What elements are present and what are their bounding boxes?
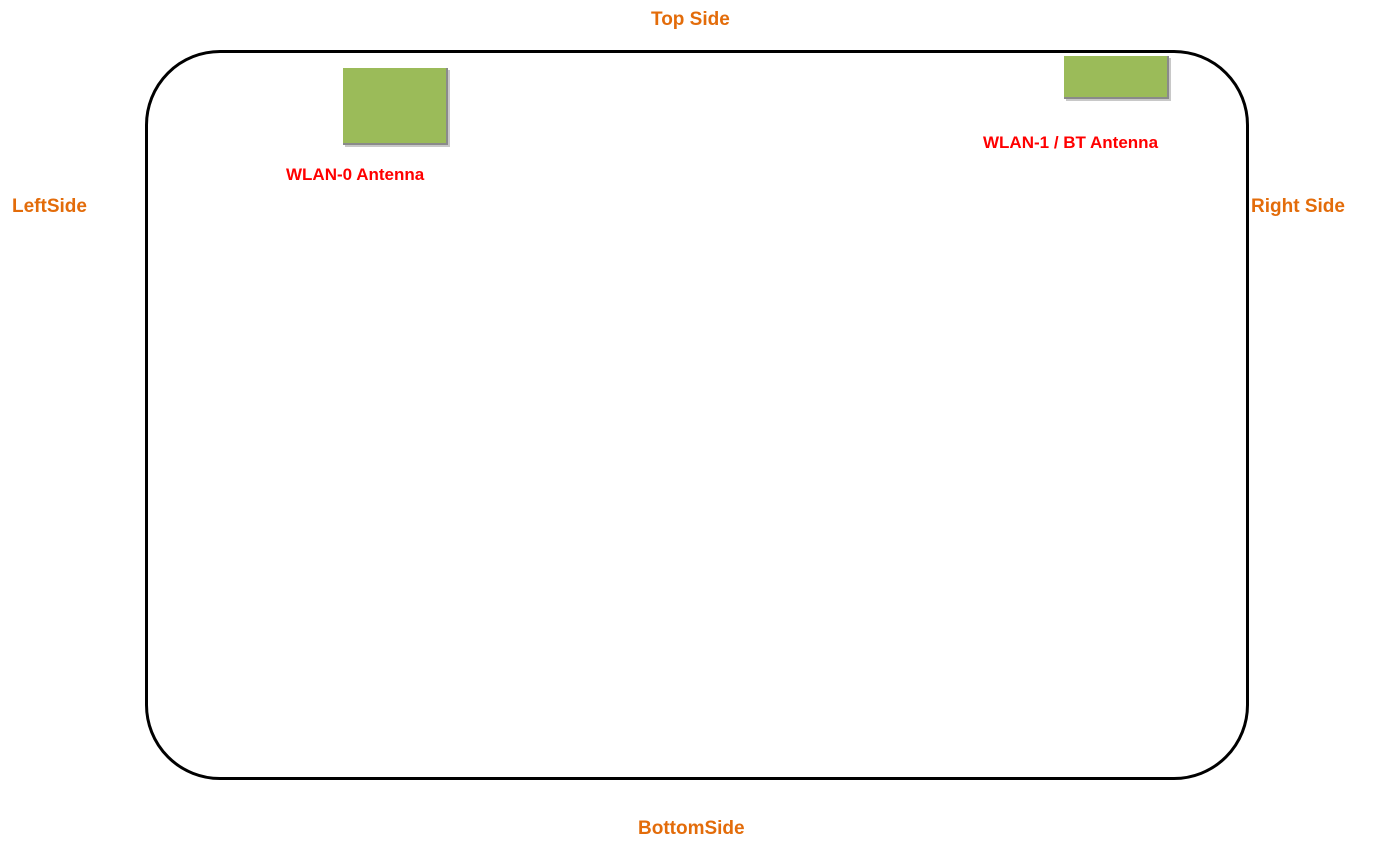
bottom-side-label: BottomSide <box>638 818 745 839</box>
top-side-label: Top Side <box>651 9 730 30</box>
device-outline <box>145 50 1249 780</box>
right-side-label: Right Side <box>1251 196 1345 217</box>
wlan1-bt-antenna-label: WLAN-1 / BT Antenna <box>983 133 1159 152</box>
wlan1-bt-antenna-block <box>1064 56 1169 99</box>
left-side-label: LeftSide <box>12 196 87 217</box>
wlan0-antenna-label: WLAN-0 Antenna <box>286 165 425 184</box>
wlan0-antenna-block <box>343 68 448 145</box>
